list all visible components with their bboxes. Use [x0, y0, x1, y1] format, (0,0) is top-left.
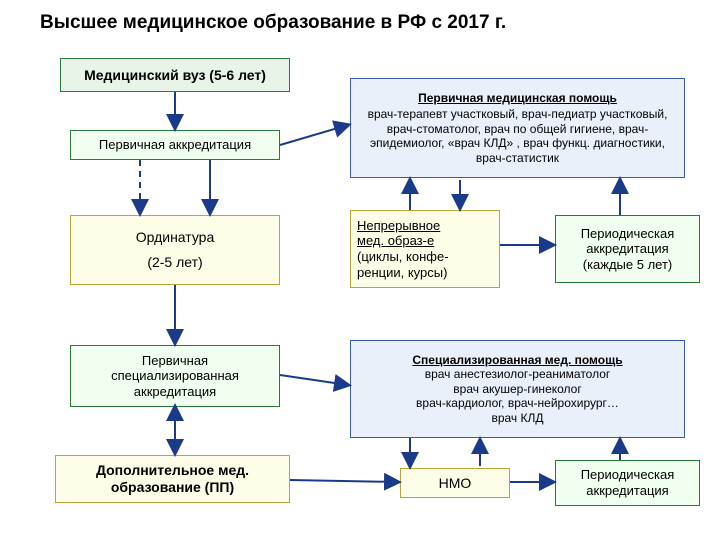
- box-periodic-accred-1: Периодическая аккредитация (каждые 5 лет…: [555, 215, 700, 283]
- box-specialized-care: Специализированная мед. помощь врач анес…: [350, 340, 685, 438]
- box-primary-accreditation-text: Первичная аккредитация: [99, 137, 251, 153]
- ordinatura-line2: (2-5 лет): [147, 254, 202, 271]
- box-ordinatura: Ординатура (2-5 лет): [70, 215, 280, 285]
- nepr-l3: (циклы, конфе-: [357, 249, 449, 265]
- dop-l1: Дополнительное мед.: [96, 462, 249, 479]
- smp-l4: врач КЛД: [491, 411, 543, 425]
- smp-l2: врач акушер-гинеколог: [453, 382, 581, 396]
- box-spec-accreditation: Первичная специализированная аккредитаци…: [70, 345, 280, 407]
- ordinatura-line1: Ординатура: [136, 229, 215, 246]
- box-periodic-accred-2: Периодическая аккредитация: [555, 460, 700, 506]
- box-continuous-edu: Непрерывное мед. образ-е (циклы, конфе- …: [350, 210, 500, 288]
- nmo-text: НМО: [439, 475, 472, 492]
- period1-l3: (каждые 5 лет): [583, 257, 673, 273]
- nepr-l2: мед. образ-е: [357, 233, 434, 249]
- smp-title: Специализированная мед. помощь: [412, 353, 622, 367]
- smp-l3: врач-кардиолог, врач-нейрохирург…: [416, 396, 619, 410]
- box-vuz-text: Медицинский вуз (5-6 лет): [84, 67, 266, 84]
- box-primary-accreditation: Первичная аккредитация: [70, 130, 280, 160]
- pmsp-body: врач-терапевт участковый, врач-педиатр у…: [357, 107, 678, 165]
- box-vuz: Медицинский вуз (5-6 лет): [60, 58, 290, 92]
- period1-l1: Периодическая: [581, 226, 675, 242]
- box-additional-edu: Дополнительное мед. образование (ПП): [55, 455, 290, 503]
- period2-l1: Периодическая: [581, 467, 675, 483]
- box-nmo: НМО: [400, 468, 510, 498]
- box-primary-care: Первичная медицинская помощь врач-терапе…: [350, 78, 685, 178]
- period1-l2: аккредитация: [586, 241, 668, 257]
- nepr-l1: Непрерывное: [357, 218, 440, 234]
- spec-accred-l1: Первичная: [142, 353, 208, 369]
- spec-accred-l3: аккредитация: [134, 384, 216, 400]
- nepr-l4: ренции, курсы): [357, 265, 447, 281]
- pmsp-title: Первичная медицинская помощь: [418, 91, 617, 105]
- smp-l1: врач анестезиолог-реаниматолог: [425, 367, 611, 381]
- period2-l2: аккредитация: [586, 483, 668, 499]
- spec-accred-l2: специализированная: [111, 368, 239, 384]
- page-title: Высшее медицинское образование в РФ с 20…: [40, 12, 506, 34]
- dop-l2: образование (ПП): [111, 479, 234, 496]
